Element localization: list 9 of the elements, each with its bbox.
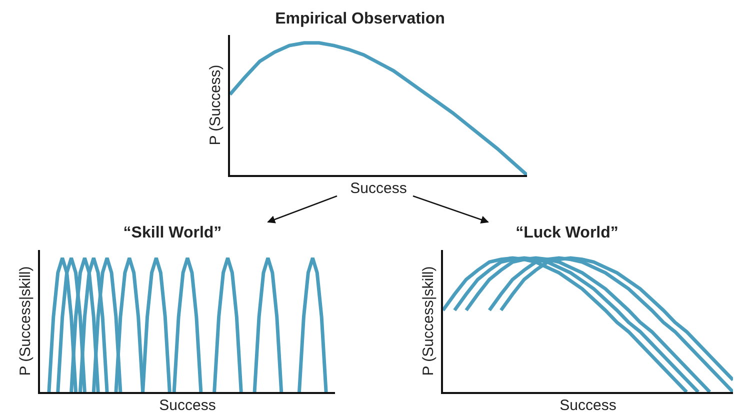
- chart-title: “Skill World”: [123, 224, 222, 242]
- x-axis-title: Success: [560, 396, 616, 414]
- chart-title: Empirical Observation: [275, 10, 445, 28]
- x-axis-title: Success: [350, 180, 407, 197]
- x-axis-title: Success: [159, 396, 216, 414]
- y-axis-title: P (Success|skill): [16, 266, 34, 376]
- y-axis-title: P (Success): [206, 64, 224, 146]
- y-axis-title: P (Success|skill): [420, 266, 437, 376]
- chart-title: “Luck World”: [516, 224, 618, 242]
